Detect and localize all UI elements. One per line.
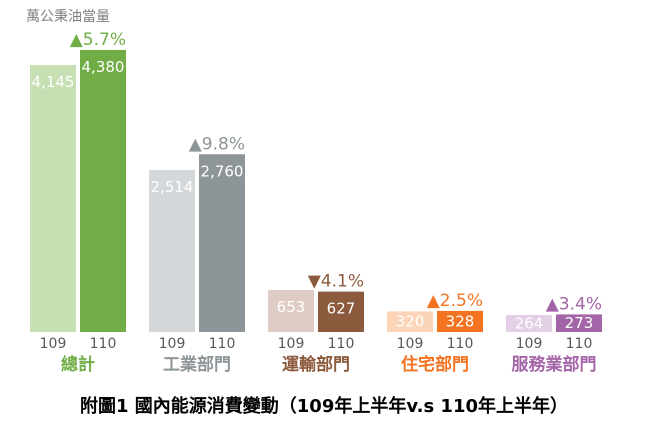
bar-value-label: 2,760: [201, 162, 244, 180]
change-label: ▼4.1%: [308, 272, 364, 292]
x-tick-label: 110: [447, 336, 474, 352]
y-axis-unit-label: 萬公秉油當量: [26, 9, 110, 25]
category-label: 總計: [61, 354, 95, 375]
change-label: ▲2.5%: [427, 291, 483, 311]
x-tick-label: 109: [159, 336, 186, 352]
category-label: 工業部門: [163, 354, 231, 375]
x-tick-label: 109: [40, 336, 67, 352]
x-tick-label: 110: [209, 336, 236, 352]
bar: [80, 49, 126, 332]
bar: [437, 310, 483, 332]
x-tick-label: 109: [516, 336, 543, 352]
bar-value-label: 264: [515, 314, 544, 332]
change-label: ▲3.4%: [546, 294, 602, 314]
category-label: 住宅部門: [401, 354, 469, 375]
bar: [30, 65, 76, 332]
bar-value-label: 4,380: [82, 58, 125, 76]
bar-value-label: 273: [565, 314, 594, 332]
bar-value-label: 627: [327, 300, 356, 318]
bar: [318, 291, 364, 332]
category-label: 運輸部門: [282, 354, 350, 375]
x-tick-label: 110: [328, 336, 355, 352]
bar-value-label: 2,514: [151, 178, 194, 196]
x-tick-label: 110: [566, 336, 593, 352]
bar-value-label: 320: [396, 313, 425, 331]
x-tick-label: 109: [278, 336, 305, 352]
x-tick-label: 109: [397, 336, 424, 352]
chart-title: 附圖1 國內能源消費變動（109年上半年v.s 110年上半年）: [79, 396, 569, 417]
x-tick-label: 110: [90, 336, 117, 352]
bar-plot: 4,145 109 4,380 110 ▲5.7% 總計 2,514 109 2,760 110 ▲…: [30, 30, 602, 375]
bar: [556, 314, 602, 332]
bar: [268, 289, 314, 332]
bar: [506, 314, 552, 332]
change-label: ▲9.8%: [189, 134, 245, 154]
change-label: ▲5.7%: [70, 30, 126, 50]
bar: [149, 170, 195, 332]
bar-value-label: 4,145: [32, 73, 75, 91]
category-label: 服務業部門: [512, 354, 597, 375]
bar-value-label: 653: [277, 298, 306, 316]
bar: [387, 311, 433, 332]
bar-value-label: 328: [446, 312, 475, 330]
bar: [199, 154, 245, 332]
